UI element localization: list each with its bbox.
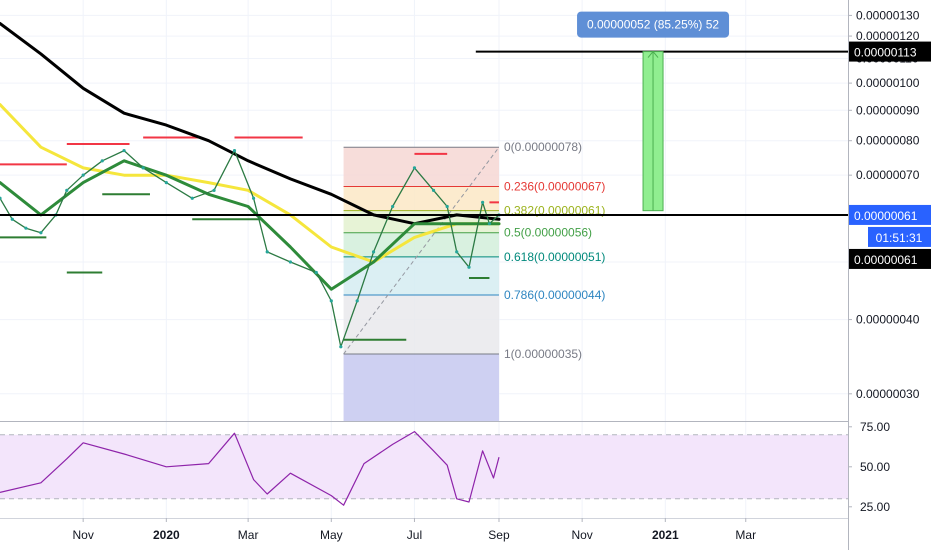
fib-trend-line[interactable] xyxy=(343,146,500,355)
price-point xyxy=(81,173,85,177)
projection-arrow-head xyxy=(647,50,659,58)
price-point xyxy=(329,299,333,303)
rsi-pane xyxy=(0,431,848,506)
price-point xyxy=(467,265,471,269)
time-tick-label: Mar xyxy=(238,528,259,542)
projection-label: 0.00000052 (85.25%) 52 xyxy=(587,18,719,32)
price-tick-label: 0.00000100 xyxy=(856,76,920,90)
price-point xyxy=(24,226,28,230)
last-price-label: 0.00000061 xyxy=(854,253,918,267)
price-tick-label: 0.00000120 xyxy=(856,29,920,43)
support-resistance-layer[interactable] xyxy=(0,136,499,341)
rsi-band xyxy=(0,434,848,499)
price-point xyxy=(212,188,216,192)
price-point xyxy=(487,222,492,226)
price-point xyxy=(339,345,343,349)
rsi-line xyxy=(0,431,500,506)
rsi-axis[interactable]: 25.00 50.00 75.00 xyxy=(848,420,890,514)
target-price-label: 0.00000113 xyxy=(854,46,917,60)
price-point xyxy=(445,204,449,209)
fib-level-label: 1(0.00000035) xyxy=(504,347,582,361)
time-tick-label: 2020 xyxy=(153,528,180,542)
price-point xyxy=(164,181,168,185)
price-axis-labels: 0.00000113 0.00000061 01:51:31 0.00000061 xyxy=(849,41,931,269)
price-point xyxy=(0,196,2,200)
countdown-label-box xyxy=(868,226,931,247)
price-point xyxy=(232,148,237,153)
moving-average-yellow xyxy=(0,103,501,264)
price-point xyxy=(141,166,145,170)
price-projection[interactable]: 0.00000052 (85.25%) 52 xyxy=(577,11,730,212)
price-point xyxy=(455,250,459,254)
target-price-label-box xyxy=(849,41,931,62)
moving-averages-layer xyxy=(0,22,501,291)
rsi-tick-label: 75.00 xyxy=(860,420,890,434)
price-point xyxy=(314,270,318,275)
fib-zone xyxy=(343,186,499,211)
fib-extension-zone xyxy=(343,354,499,421)
price-tick-label: 0.00000030 xyxy=(856,387,920,401)
fib-zone xyxy=(343,256,499,295)
fib-level-label: 0.236(0.00000067) xyxy=(504,179,605,193)
price-tick-label: 0.00000130 xyxy=(856,8,920,22)
price-point xyxy=(10,217,14,221)
price-point xyxy=(65,188,69,192)
countdown-label: 01:51:31 xyxy=(876,231,923,245)
price-tick-label: 0.00000070 xyxy=(856,168,920,182)
current-price-label-box xyxy=(849,204,931,225)
fibonacci-retracement[interactable]: 0(0.00000078)0.236(0.00000067)0.382(0.00… xyxy=(343,140,606,421)
last-price-label-box xyxy=(849,248,931,269)
price-tick-label: 0.00000040 xyxy=(856,313,920,327)
time-tick-label: Sep xyxy=(488,528,510,542)
time-axis[interactable]: Nov 2020 Mar May Jul Sep Nov 2021 Mar xyxy=(72,518,756,542)
price-point xyxy=(100,159,104,163)
price-point xyxy=(431,188,436,192)
rsi-tick-label: 25.00 xyxy=(860,500,890,514)
fib-level-label: 0.786(0.00000044) xyxy=(504,288,605,302)
price-point xyxy=(481,200,485,204)
time-tick-label: Nov xyxy=(571,528,592,542)
price-point xyxy=(355,299,359,303)
price-tick-label: 0.00000090 xyxy=(856,103,920,117)
time-tick-label: 2021 xyxy=(652,528,679,542)
current-price-label: 0.00000061 xyxy=(854,209,918,223)
time-tick-label: Nov xyxy=(72,528,93,542)
fib-level-label: 0.618(0.00000051) xyxy=(504,250,605,264)
price-point xyxy=(251,196,256,200)
price-point xyxy=(39,231,43,235)
price-point xyxy=(371,250,376,254)
time-tick-label: Jul xyxy=(407,528,422,542)
price-point xyxy=(265,250,269,254)
projection-label-box xyxy=(577,11,730,38)
moving-average-green xyxy=(0,159,501,291)
price-point xyxy=(391,204,395,209)
price-point xyxy=(288,260,292,264)
price-layer xyxy=(0,148,501,349)
price-tick-label: 0.00000080 xyxy=(856,134,920,148)
price-point xyxy=(122,148,126,153)
fib-zone xyxy=(343,294,499,355)
fib-level-label: 0(0.00000078) xyxy=(504,140,582,154)
price-point xyxy=(412,166,417,170)
rsi-tick-label: 50.00 xyxy=(860,460,890,474)
time-tick-label: May xyxy=(320,528,343,542)
price-point xyxy=(190,196,194,200)
fib-level-label: 0.5(0.00000056) xyxy=(504,226,592,240)
time-tick-label: Mar xyxy=(735,528,756,542)
